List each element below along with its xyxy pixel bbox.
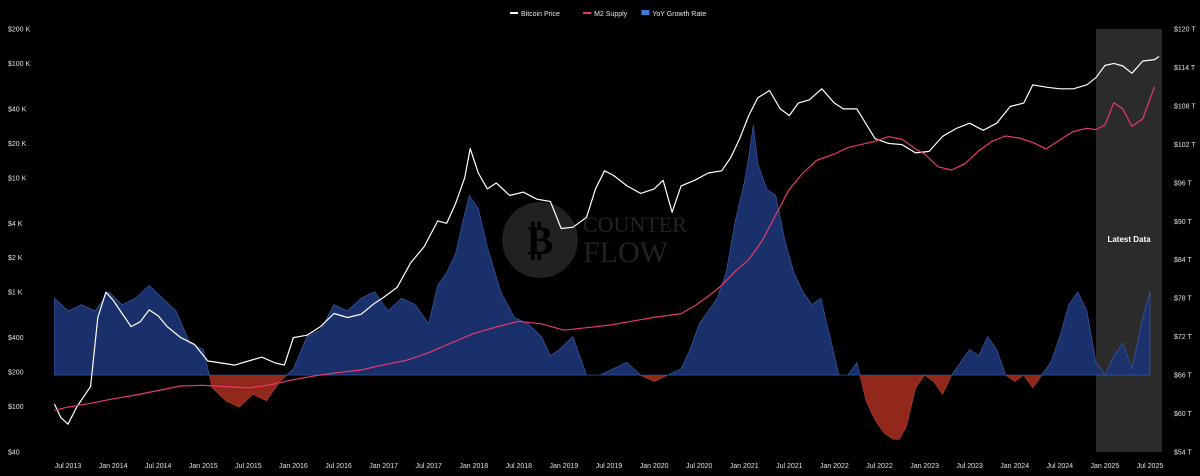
watermark-text-flow: FLOW (583, 236, 669, 269)
y-left-tick-label: $200 K (8, 27, 31, 34)
watermark-coin-icon (502, 202, 578, 278)
y-right-tick-label: $72 T (1174, 334, 1192, 341)
legend-label: Bitcoin Price (521, 11, 560, 18)
bitcoin-price-line (53, 56, 1160, 425)
x-tick-label: Jan 2021 (730, 463, 759, 470)
legend-item: M2 Supply (583, 11, 628, 18)
x-tick-label: Jan 2023 (910, 463, 939, 470)
y-right-tick-label: $120 T (1174, 27, 1196, 34)
x-tick-label: Jan 2022 (820, 463, 849, 470)
m2-supply-line (54, 86, 1156, 411)
series-lines (53, 56, 1160, 425)
y-right-tick-label: $78 T (1174, 296, 1192, 303)
x-tick-label: Jan 2020 (640, 463, 669, 470)
x-tick-label: Jul 2023 (956, 463, 983, 470)
x-tick-label: Jan 2017 (369, 463, 398, 470)
growth-area-positive (54, 125, 1151, 376)
y-left-tick-label: $200 (8, 370, 24, 377)
legend-item: Bitcoin Price (510, 11, 560, 18)
latest-data-band: Latest Data (1096, 29, 1162, 452)
legend-item: YoY Growth Rate (641, 10, 706, 18)
y-left-tick-label: $400 (8, 335, 24, 342)
watermark-text: COUNTER (583, 212, 687, 237)
y-left-tick-label: $10 K (8, 175, 27, 182)
x-tick-label: Jan 2025 (1090, 463, 1119, 470)
legend-swatch (641, 10, 650, 15)
x-tick-label: Jul 2017 (415, 463, 442, 470)
left-axis: $200 K $100 K $40 K $20 K $10 K $4 K $2 K $1 K $… (8, 27, 31, 457)
y-left-tick-label: $1 K (8, 290, 23, 297)
growth-area-negative (54, 375, 1151, 440)
x-tick-label: Jan 2016 (279, 463, 308, 470)
y-left-tick-label: $2 K (8, 255, 23, 262)
y-left-tick-label: $40 (8, 450, 20, 457)
watermark: ₿ COUNTER FLOW (502, 202, 687, 278)
x-tick-label: Jan 2015 (189, 463, 218, 470)
legend: Bitcoin Price M2 Supply YoY Growth Rate (510, 10, 706, 18)
y-left-tick-label: $4 K (8, 221, 23, 228)
x-tick-label: Jul 2019 (596, 463, 623, 470)
x-tick-label: Jan 2024 (1000, 463, 1029, 470)
x-tick-label: Jul 2014 (145, 463, 172, 470)
y-right-tick-label: $60 T (1174, 411, 1192, 418)
x-tick-label: Jul 2025 (1137, 463, 1164, 470)
x-tick-label: Jul 2015 (235, 463, 262, 470)
y-right-tick-label: $102 T (1174, 142, 1196, 149)
x-tick-label: Jul 2024 (1047, 463, 1074, 470)
right-axis: $120 T $114 T $108 T $102 T $96 T $90 T $84 T $… (1174, 27, 1196, 457)
y-left-tick-label: $100 (8, 404, 24, 411)
x-tick-label: Jul 2022 (866, 463, 893, 470)
y-right-tick-label: $90 T (1174, 219, 1192, 226)
latest-data-label: Latest Data (1107, 235, 1151, 244)
x-tick-label: Jul 2020 (686, 463, 713, 470)
y-right-tick-label: $114 T (1174, 65, 1196, 72)
x-tick-label: Jan 2014 (99, 463, 128, 470)
legend-label: YoY Growth Rate (652, 11, 706, 18)
x-tick-label: Jan 2018 (459, 463, 488, 470)
growth-area (54, 125, 1151, 440)
x-tick-label: Jan 2019 (549, 463, 578, 470)
x-tick-label: Jul 2013 (55, 463, 82, 470)
y-right-tick-label: $54 T (1174, 450, 1192, 457)
y-left-tick-label: $40 K (8, 106, 27, 113)
x-tick-label: Jul 2016 (325, 463, 352, 470)
latest-data-region (1096, 29, 1162, 452)
y-right-tick-label: $84 T (1174, 257, 1192, 264)
y-left-tick-label: $20 K (8, 141, 27, 148)
y-left-tick-label: $100 K (8, 61, 31, 68)
x-axis: Jul 2013 Jan 2014 Jul 2014 Jan 2015 Jul 2015… (55, 463, 1164, 470)
y-right-tick-label: $108 T (1174, 103, 1196, 110)
y-right-tick-label: $66 T (1174, 373, 1192, 380)
watermark-bitcoin-glyph: ₿ (527, 218, 554, 263)
legend-label: M2 Supply (594, 11, 628, 18)
y-right-tick-label: $96 T (1174, 180, 1192, 187)
x-tick-label: Jul 2018 (506, 463, 533, 470)
x-tick-label: Jul 2021 (776, 463, 803, 470)
